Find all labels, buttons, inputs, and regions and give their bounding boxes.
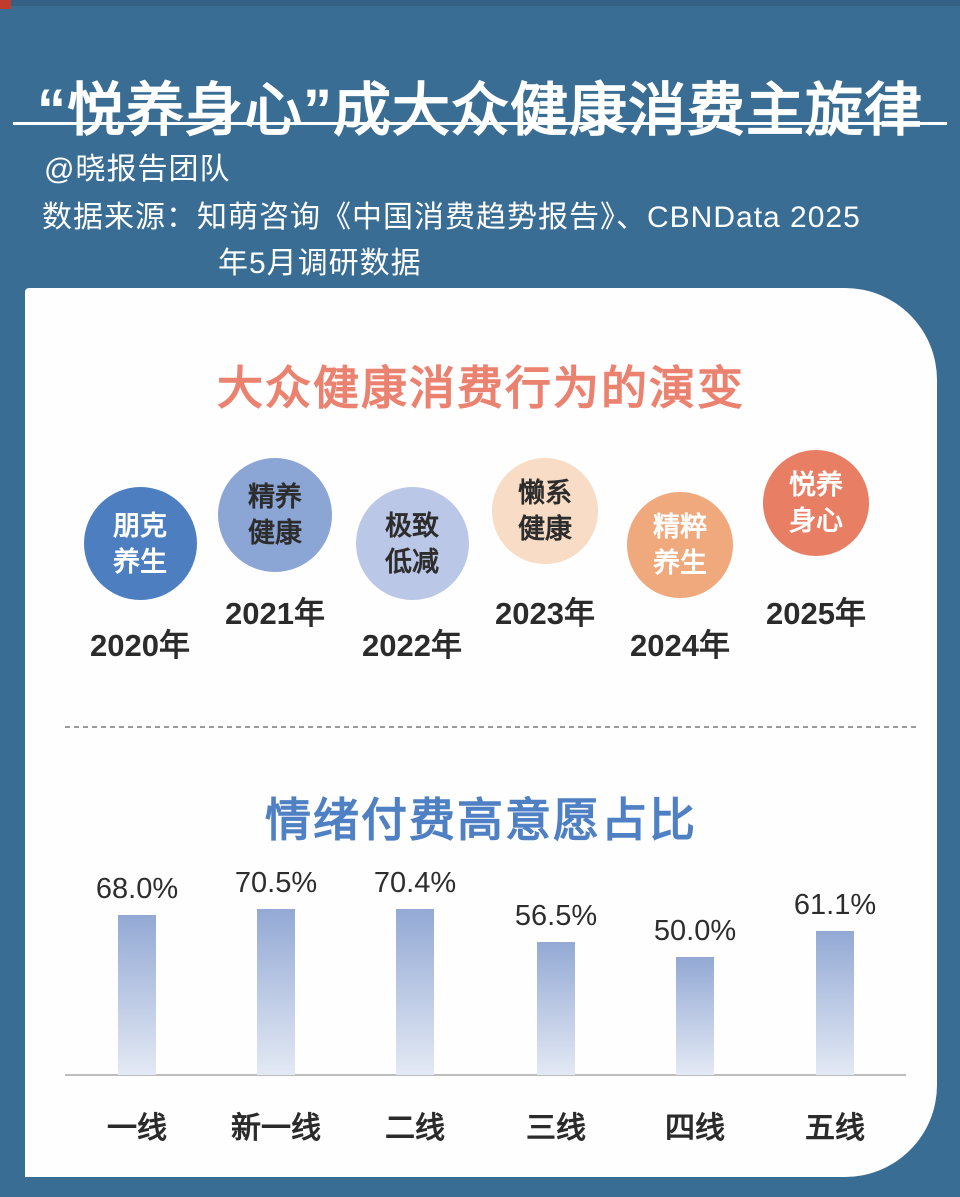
evolution-year-label: 2025年 <box>766 596 866 631</box>
page-title: “悦养身心”成大众健康消费主旋律 <box>36 77 923 143</box>
evolution-title: 大众健康消费行为的演变 <box>217 362 745 414</box>
bar-新一线 <box>257 909 295 1075</box>
evolution-circle-2022年: 极致 低减 <box>355 487 469 600</box>
bar-category-label: 三线 <box>526 1112 586 1145</box>
chart-baseline <box>65 1074 906 1076</box>
bar-category-label: 四线 <box>665 1112 725 1145</box>
bar-value-label: 61.1% <box>793 889 877 921</box>
evolution-year-label: 2021年 <box>225 596 325 631</box>
evolution-circle-2020年: 朋克 养生 <box>83 487 197 600</box>
bar-四线 <box>676 957 714 1075</box>
source-line-2: 年5月调研数据 <box>218 247 422 280</box>
byline: @晓报告团队 <box>44 153 231 186</box>
evolution-year-label: 2020年 <box>90 628 190 663</box>
bar-二线 <box>396 909 434 1075</box>
bar-value-label: 70.4% <box>373 867 457 899</box>
evolution-circle-2023年: 懒系 健康 <box>492 458 598 564</box>
evolution-circle-2021年: 精养 健康 <box>218 458 332 572</box>
bar-三线 <box>537 942 575 1075</box>
bar-五线 <box>816 931 854 1075</box>
source-line-1: 数据来源：知萌咨询《中国消费趋势报告》、CBNData 2025 <box>42 201 861 234</box>
bar-value-label: 56.5% <box>514 900 598 932</box>
bar-value-label: 68.0% <box>95 873 179 905</box>
dashed-divider <box>65 726 916 728</box>
evolution-circle-2024年: 精粹 养生 <box>627 492 733 598</box>
bar-value-label: 50.0% <box>653 915 737 947</box>
evolution-year-label: 2022年 <box>362 628 462 663</box>
evolution-year-label: 2023年 <box>495 596 595 631</box>
top-edge-shade <box>0 0 960 6</box>
bar-category-label: 二线 <box>385 1112 445 1145</box>
evolution-circle-2025年: 悦养 身心 <box>763 450 869 556</box>
content-card: 大众健康消费行为的演变 朋克 养生 2020年 精养 健康 2021年 极致 低减 202… <box>25 288 937 1177</box>
bar-category-label: 一线 <box>107 1112 167 1145</box>
evolution-year-label: 2024年 <box>630 628 730 663</box>
chart-title: 情绪付费高意愿占比 <box>265 794 697 846</box>
bar-category-label: 五线 <box>805 1112 865 1145</box>
bar-一线 <box>118 915 156 1075</box>
bar-category-label: 新一线 <box>231 1112 321 1145</box>
bar-chart: 68.0% 一线 70.5% 新一线 70.4% 二线 56.5% 三线 50.0% 四线 61.1… <box>25 288 937 1177</box>
title-divider <box>13 122 947 125</box>
top-accent-red <box>0 0 11 9</box>
bar-value-label: 70.5% <box>234 867 318 899</box>
